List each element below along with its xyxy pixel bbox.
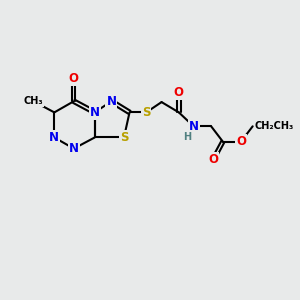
Text: CH₃: CH₃ (24, 96, 43, 106)
Text: O: O (208, 153, 218, 166)
Text: O: O (69, 73, 79, 85)
Text: O: O (236, 135, 246, 148)
Text: N: N (90, 106, 100, 119)
Text: S: S (142, 106, 151, 119)
Text: O: O (174, 86, 184, 99)
Text: CH₂CH₃: CH₂CH₃ (254, 121, 293, 131)
Text: N: N (69, 142, 79, 155)
Text: N: N (106, 95, 116, 108)
Text: N: N (49, 131, 59, 144)
Text: H: H (183, 133, 191, 142)
Text: S: S (120, 131, 128, 144)
Text: N: N (189, 120, 199, 133)
